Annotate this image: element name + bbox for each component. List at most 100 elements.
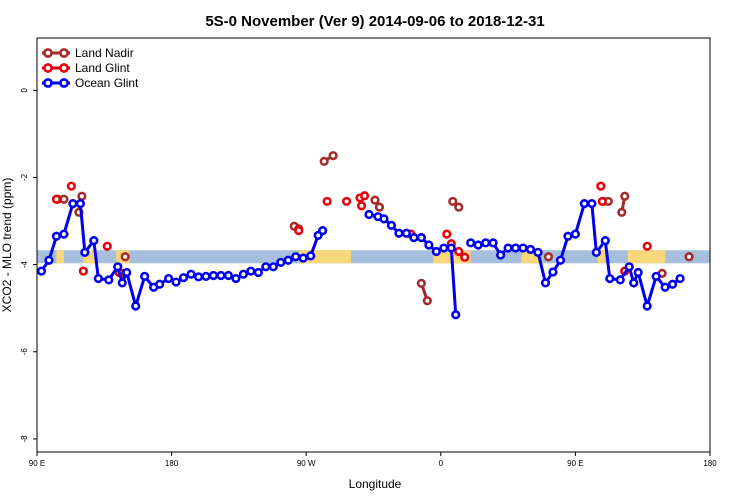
data-point <box>155 279 165 289</box>
data-point <box>253 267 263 278</box>
y-axis-label: XCO2 - MLO trend (ppm) <box>0 178 14 313</box>
data-point <box>563 231 573 241</box>
data-point <box>89 236 99 246</box>
data-point <box>51 194 62 204</box>
legend-label: Land Glint <box>75 61 130 75</box>
data-point <box>525 244 536 254</box>
data-point <box>596 181 606 191</box>
data-point <box>306 251 316 261</box>
y-tick-label: -8 <box>20 435 29 443</box>
data-point <box>615 275 625 285</box>
data-point <box>481 238 491 248</box>
data-point <box>328 151 338 161</box>
legend-item: Land Nadir <box>42 46 134 60</box>
plot-area <box>36 151 710 320</box>
legend-label: Land Nadir <box>75 46 134 60</box>
y-tick-label: 0 <box>20 88 29 93</box>
data-point <box>431 246 441 257</box>
data-point <box>394 228 404 238</box>
data-point <box>386 220 397 230</box>
data-point <box>231 273 241 284</box>
x-tick-label: 180 <box>165 459 179 468</box>
legend-marker <box>43 48 53 58</box>
data-point <box>651 271 661 281</box>
x-tick-label: 90 E <box>29 459 45 468</box>
data-point <box>294 226 304 236</box>
data-point <box>409 232 419 243</box>
data-point <box>379 214 389 224</box>
data-point <box>268 262 278 272</box>
data-point <box>59 229 69 239</box>
data-point <box>617 207 627 217</box>
data-point <box>178 273 189 283</box>
data-point <box>359 191 370 201</box>
data-point <box>543 252 554 262</box>
data-point <box>587 199 597 209</box>
legend-marker <box>59 48 69 58</box>
land-patch <box>597 250 606 264</box>
data-point <box>668 279 678 289</box>
data-point <box>341 196 352 207</box>
data-point <box>171 277 181 287</box>
data-point <box>548 267 558 277</box>
data-point <box>322 196 332 207</box>
data-point <box>68 199 78 209</box>
data-point <box>684 252 694 262</box>
data-point <box>518 243 528 253</box>
x-axis: 90 E 180 90 W 0 90 E 180 <box>29 452 717 468</box>
series-ocean-glint <box>36 199 685 320</box>
data-point <box>51 231 62 241</box>
legend-marker <box>43 78 53 88</box>
data-point <box>439 243 449 253</box>
data-point <box>140 271 150 281</box>
data-point <box>466 238 476 248</box>
data-point <box>364 209 374 220</box>
data-point <box>104 275 114 285</box>
legend-label: Ocean Glint <box>75 76 139 90</box>
data-point <box>660 282 670 292</box>
data-point <box>416 278 426 288</box>
data-point <box>503 243 513 253</box>
series-line <box>368 213 458 315</box>
legend-item: Land Glint <box>42 61 130 75</box>
data-point <box>374 202 385 212</box>
data-point <box>629 278 639 288</box>
data-point <box>223 270 234 281</box>
data-point <box>117 278 127 288</box>
data-point <box>208 270 219 281</box>
data-point <box>102 241 112 251</box>
data-point <box>238 269 248 279</box>
data-point <box>454 246 464 257</box>
data-point <box>318 226 328 236</box>
data-point <box>216 270 226 281</box>
y-tick-label: -2 <box>20 173 29 181</box>
land-patch <box>627 250 666 264</box>
data-point <box>591 247 601 258</box>
data-point <box>66 181 76 191</box>
data-point <box>446 243 456 253</box>
x-tick-label: 180 <box>703 459 717 468</box>
data-point <box>600 236 610 246</box>
data-point <box>510 243 521 253</box>
x-tick-label: 90 W <box>297 459 316 468</box>
data-point <box>75 199 85 209</box>
data-point <box>36 266 47 276</box>
legend-marker <box>59 78 69 88</box>
chart-title: 5S-0 November (Ver 9) 2014-09-06 to 2018… <box>205 13 544 30</box>
legend-marker <box>43 63 53 73</box>
plot-frame <box>36 37 711 453</box>
data-point <box>605 273 615 284</box>
data-point <box>620 191 630 201</box>
data-point <box>642 301 652 311</box>
data-point <box>131 301 141 311</box>
data-point <box>77 191 87 201</box>
data-point <box>283 255 293 265</box>
data-point <box>533 247 543 258</box>
data-point <box>291 252 301 262</box>
data-point <box>454 202 464 212</box>
data-point <box>448 196 458 207</box>
x-tick-label: 0 <box>439 459 444 468</box>
data-point <box>442 229 452 239</box>
